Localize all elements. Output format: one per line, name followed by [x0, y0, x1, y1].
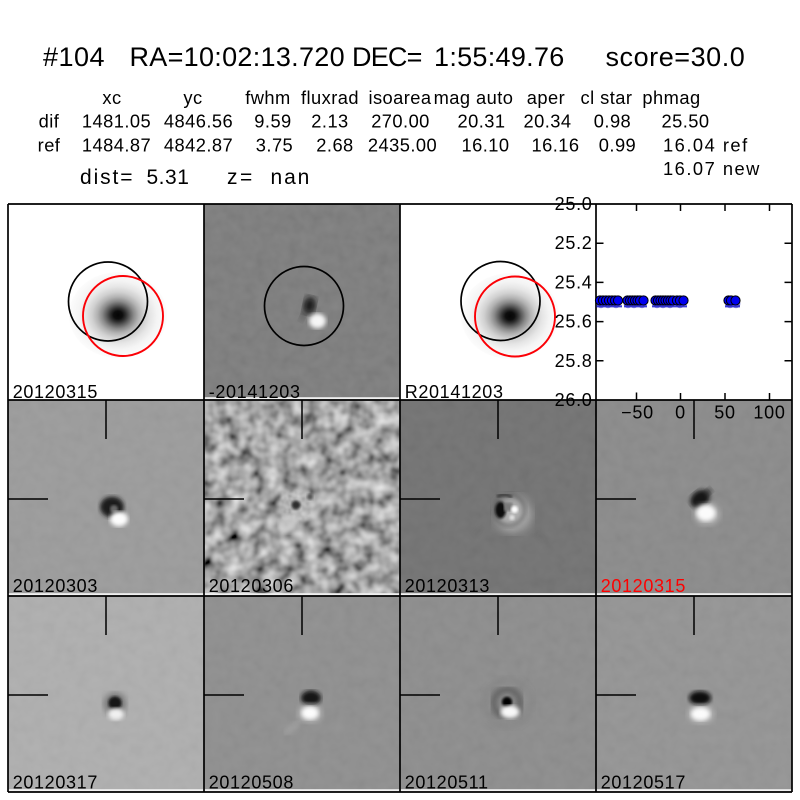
svg-text:50: 50 — [714, 403, 735, 423]
svg-text:20120313: 20120313 — [405, 576, 490, 596]
svg-text:mag auto: mag auto — [434, 87, 514, 108]
svg-text:16.07 new: 16.07 new — [663, 158, 761, 179]
svg-text:20120511: 20120511 — [405, 773, 489, 793]
svg-text:ref: ref — [38, 134, 61, 155]
svg-text:2.13: 2.13 — [311, 111, 348, 132]
svg-text:isoarea: isoarea — [368, 87, 431, 108]
svg-text:dist=: dist= — [80, 166, 134, 189]
svg-text:1484.87: 1484.87 — [82, 134, 151, 155]
svg-text:270.00: 270.00 — [371, 111, 430, 132]
svg-text:1:55:49.76: 1:55:49.76 — [434, 42, 565, 72]
svg-text:3.75: 3.75 — [256, 134, 293, 155]
svg-text:16.04 ref: 16.04 ref — [663, 134, 749, 155]
svg-text:aper: aper — [527, 87, 565, 108]
svg-text:20120315: 20120315 — [13, 382, 98, 402]
svg-text:2435.00: 2435.00 — [368, 134, 437, 155]
svg-text:25.0: 25.0 — [555, 194, 593, 214]
svg-text:nan: nan — [271, 166, 312, 189]
svg-text:0.99: 0.99 — [599, 134, 636, 155]
svg-text:100: 100 — [753, 403, 785, 423]
svg-text:fluxrad: fluxrad — [301, 87, 359, 108]
svg-text:RA=10:02:13.720: RA=10:02:13.720 — [130, 42, 345, 72]
svg-text:2.68: 2.68 — [316, 134, 353, 155]
svg-text:16.16: 16.16 — [532, 134, 580, 155]
svg-text:16.10: 16.10 — [462, 134, 510, 155]
svg-text:yc: yc — [183, 87, 202, 108]
svg-text:20120317: 20120317 — [13, 773, 98, 793]
svg-text:20120303: 20120303 — [13, 576, 98, 596]
svg-text:fwhm: fwhm — [245, 87, 290, 108]
svg-text:dif: dif — [39, 111, 60, 132]
svg-text:25.4: 25.4 — [555, 272, 593, 292]
svg-text:DEC=: DEC= — [352, 42, 422, 72]
svg-text:0.98: 0.98 — [594, 111, 631, 132]
svg-text:20120517: 20120517 — [601, 773, 686, 793]
svg-text:20.31: 20.31 — [458, 111, 506, 132]
svg-text:cl star: cl star — [581, 87, 633, 108]
svg-text:20120315: 20120315 — [601, 576, 686, 596]
svg-text:25.6: 25.6 — [555, 312, 593, 332]
svg-text:z=: z= — [227, 166, 255, 189]
svg-text:25.8: 25.8 — [555, 351, 593, 371]
svg-text:-20141203: -20141203 — [209, 382, 301, 402]
svg-text:20120508: 20120508 — [209, 773, 294, 793]
svg-text:−50: −50 — [621, 403, 654, 423]
svg-text:4842.87: 4842.87 — [164, 134, 233, 155]
svg-text:1481.05: 1481.05 — [82, 111, 151, 132]
svg-text:#104: #104 — [43, 42, 105, 72]
svg-text:20.34: 20.34 — [524, 111, 572, 132]
svg-text:xc: xc — [102, 87, 121, 108]
svg-text:0: 0 — [675, 403, 686, 423]
svg-text:score=30.0: score=30.0 — [606, 42, 746, 72]
svg-text:26.0: 26.0 — [555, 390, 593, 410]
svg-text:25.2: 25.2 — [555, 233, 593, 253]
svg-text:25.50: 25.50 — [662, 111, 710, 132]
svg-text:R20141203: R20141203 — [405, 382, 504, 402]
svg-text:4846.56: 4846.56 — [164, 111, 233, 132]
svg-text:5.31: 5.31 — [147, 166, 190, 189]
svg-text:20120306: 20120306 — [209, 576, 294, 596]
svg-text:phmag: phmag — [642, 87, 700, 108]
svg-text:9.59: 9.59 — [254, 111, 291, 132]
